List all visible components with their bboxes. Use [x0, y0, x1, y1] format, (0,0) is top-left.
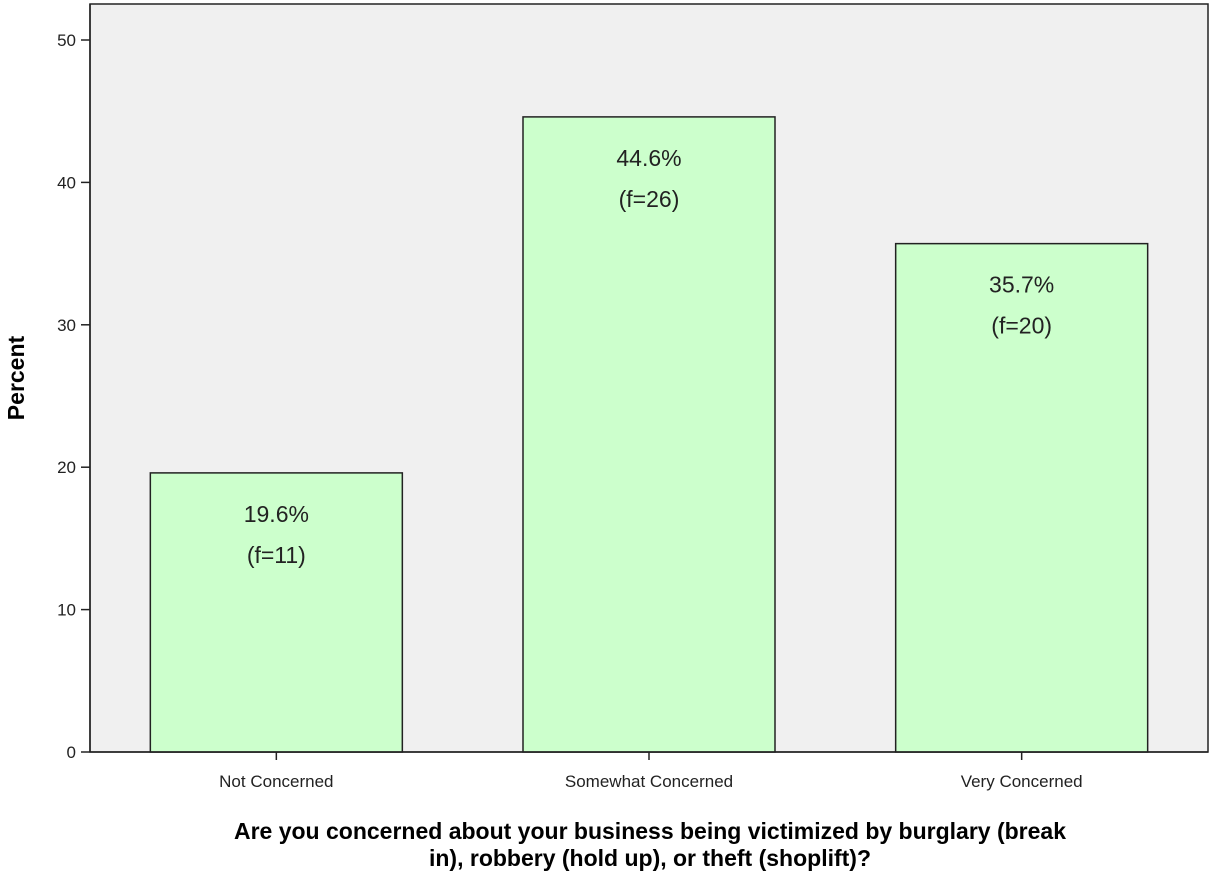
- x-axis-title-line-1: Are you concerned about your business be…: [234, 818, 1066, 844]
- bar-frequency-label: (f=26): [619, 186, 680, 212]
- y-tick-label: 0: [67, 743, 76, 762]
- y-ticks-group: 0 10 20 30 40 50: [57, 31, 90, 762]
- y-tick-label: 10: [57, 601, 76, 620]
- x-axis-title-line-2: in), robbery (hold up), or theft (shopli…: [429, 845, 871, 871]
- y-tick-label: 20: [57, 458, 76, 477]
- bar-percent-label: 19.6%: [244, 501, 309, 527]
- bar: [894, 242, 1149, 753]
- y-tick-label: 30: [57, 316, 76, 335]
- bar-percent-label: 44.6%: [616, 145, 681, 171]
- bar: [522, 116, 776, 753]
- y-tick-label: 50: [57, 31, 76, 50]
- x-tick-label: Very Concerned: [961, 772, 1083, 791]
- bar-frequency-label: (f=11): [247, 542, 306, 568]
- bar-labels-group: 19.6% (f=11) 44.6% (f=26) 35.7% (f=20): [244, 145, 1055, 568]
- y-axis-title: Percent: [3, 335, 29, 420]
- bar: [149, 472, 404, 753]
- bar-percent-label: 35.7%: [989, 272, 1054, 298]
- y-tick-label: 40: [57, 173, 76, 192]
- x-tick-label: Somewhat Concerned: [565, 772, 733, 791]
- x-ticks-group: Not Concerned Somewhat Concerned Very Conc…: [219, 752, 1083, 791]
- bar-frequency-label: (f=20): [991, 313, 1052, 339]
- x-tick-label: Not Concerned: [219, 772, 333, 791]
- bars-group: [149, 116, 1149, 753]
